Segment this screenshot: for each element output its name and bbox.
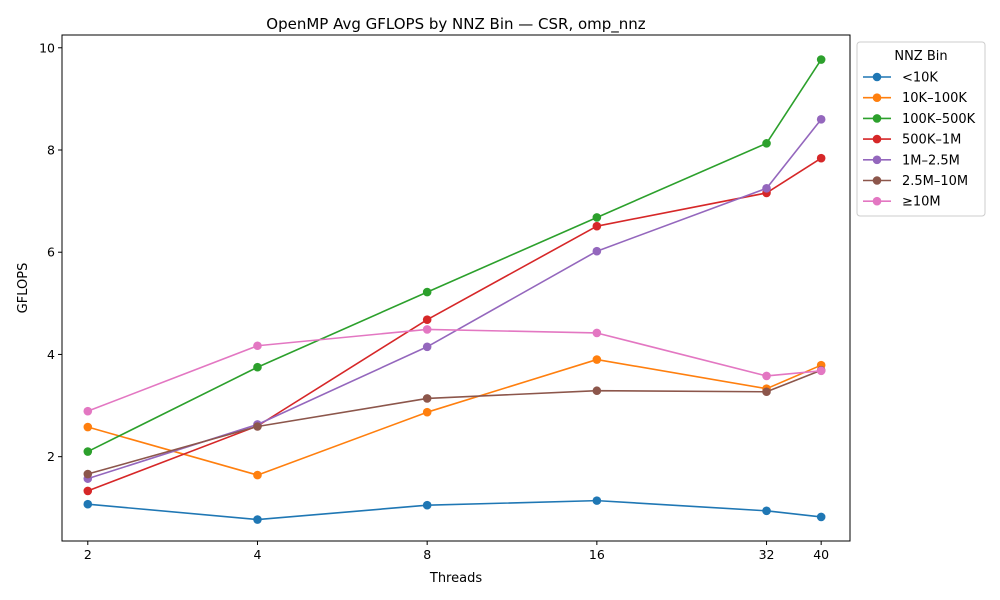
x-tick-label: 8 bbox=[423, 547, 431, 562]
plot-area-frame bbox=[61, 34, 851, 542]
data-point bbox=[253, 362, 262, 372]
series-layer bbox=[83, 55, 826, 524]
series-group bbox=[83, 355, 826, 480]
legend-frame bbox=[856, 41, 986, 217]
y-tick-label: 6 bbox=[47, 245, 55, 260]
legend-label: 1M–2.5M bbox=[902, 153, 960, 168]
data-point bbox=[422, 287, 432, 297]
chart-title: OpenMP Avg GFLOPS by NNZ Bin — CSR, omp_… bbox=[266, 15, 646, 34]
data-point bbox=[762, 387, 771, 397]
data-point bbox=[592, 213, 602, 222]
legend-item: <10K bbox=[863, 71, 938, 86]
y-axis-label: GFLOPS bbox=[16, 263, 31, 314]
data-point bbox=[592, 328, 602, 338]
x-tick-label: 32 bbox=[759, 547, 775, 562]
series-group bbox=[83, 325, 826, 416]
x-axis-label: Threads bbox=[429, 571, 482, 586]
legend: NNZ Bin <10K 10K–100K 100K–500K 500K–1M 1M–2… bbox=[856, 41, 986, 217]
data-point bbox=[253, 515, 262, 524]
data-point bbox=[83, 447, 93, 456]
data-point bbox=[816, 153, 826, 163]
x-tick-label: 4 bbox=[254, 547, 262, 562]
legend-label: 2.5M–10M bbox=[902, 174, 968, 189]
series-group bbox=[83, 496, 826, 524]
data-point bbox=[592, 386, 602, 396]
data-point bbox=[592, 355, 602, 364]
data-point bbox=[83, 499, 93, 509]
data-point bbox=[762, 139, 771, 148]
data-point bbox=[816, 115, 826, 124]
data-point bbox=[253, 470, 262, 480]
data-point bbox=[83, 486, 93, 496]
legend-item: 1M–2.5M bbox=[863, 153, 960, 168]
data-point bbox=[762, 506, 771, 516]
series-line bbox=[87, 157, 822, 492]
series-group bbox=[83, 55, 826, 456]
data-point bbox=[816, 366, 826, 376]
legend-item: ≥10M bbox=[863, 195, 941, 210]
data-point bbox=[762, 184, 771, 193]
series-line bbox=[87, 369, 822, 475]
legend-title: NNZ Bin bbox=[894, 49, 947, 64]
series-group bbox=[83, 365, 826, 479]
y-tick-label: 8 bbox=[47, 143, 55, 158]
x-tick-label: 2 bbox=[84, 547, 92, 562]
data-point bbox=[592, 221, 602, 231]
legend-swatch-marker bbox=[872, 176, 882, 185]
legend-item: 10K–100K bbox=[863, 91, 967, 106]
y-tick-label: 2 bbox=[47, 449, 55, 464]
legend-label: 10K–100K bbox=[902, 91, 967, 106]
data-point bbox=[592, 496, 602, 505]
data-point bbox=[253, 422, 262, 431]
legend-item: 2.5M–10M bbox=[863, 174, 968, 189]
legend-label: 100K–500K bbox=[902, 112, 976, 127]
y-tick-label: 4 bbox=[47, 347, 55, 362]
series-line bbox=[87, 499, 822, 521]
y-axis: 2 4 6 8 10 bbox=[39, 40, 62, 464]
data-point bbox=[592, 246, 602, 256]
data-point bbox=[422, 315, 432, 324]
data-point bbox=[816, 55, 826, 64]
legend-swatch-marker bbox=[872, 196, 882, 206]
x-axis: 2 4 8 16 32 40 bbox=[84, 541, 829, 562]
y-tick-label: 10 bbox=[39, 40, 55, 55]
data-point bbox=[762, 371, 771, 381]
series-line bbox=[87, 358, 822, 476]
legend-label: ≥10M bbox=[902, 195, 941, 210]
x-tick-label: 40 bbox=[813, 547, 829, 562]
legend-swatch-marker bbox=[872, 114, 882, 123]
data-point bbox=[422, 500, 432, 510]
legend-label: 500K–1M bbox=[902, 133, 961, 148]
series-line bbox=[87, 328, 822, 412]
x-tick-label: 16 bbox=[589, 547, 605, 562]
data-point bbox=[422, 394, 432, 403]
legend-item: 500K–1M bbox=[863, 133, 961, 148]
series-group bbox=[83, 115, 826, 483]
legend-items: <10K 10K–100K 100K–500K 500K–1M 1M–2.5M 2.5M–… bbox=[863, 71, 976, 210]
legend-item: 100K–500K bbox=[863, 112, 976, 127]
data-point bbox=[816, 512, 826, 522]
series-line bbox=[87, 59, 822, 453]
series-line bbox=[87, 118, 822, 480]
legend-label: <10K bbox=[902, 71, 938, 86]
data-point bbox=[83, 406, 93, 416]
data-point bbox=[422, 342, 432, 352]
data-point bbox=[422, 407, 432, 417]
legend-swatch-marker bbox=[872, 134, 882, 144]
legend-swatch-marker bbox=[872, 93, 882, 102]
data-point bbox=[253, 341, 262, 351]
data-point bbox=[83, 469, 93, 479]
legend-swatch-marker bbox=[872, 72, 882, 82]
legend-swatch-marker bbox=[872, 155, 882, 165]
data-point bbox=[83, 422, 93, 432]
data-point bbox=[422, 325, 432, 334]
